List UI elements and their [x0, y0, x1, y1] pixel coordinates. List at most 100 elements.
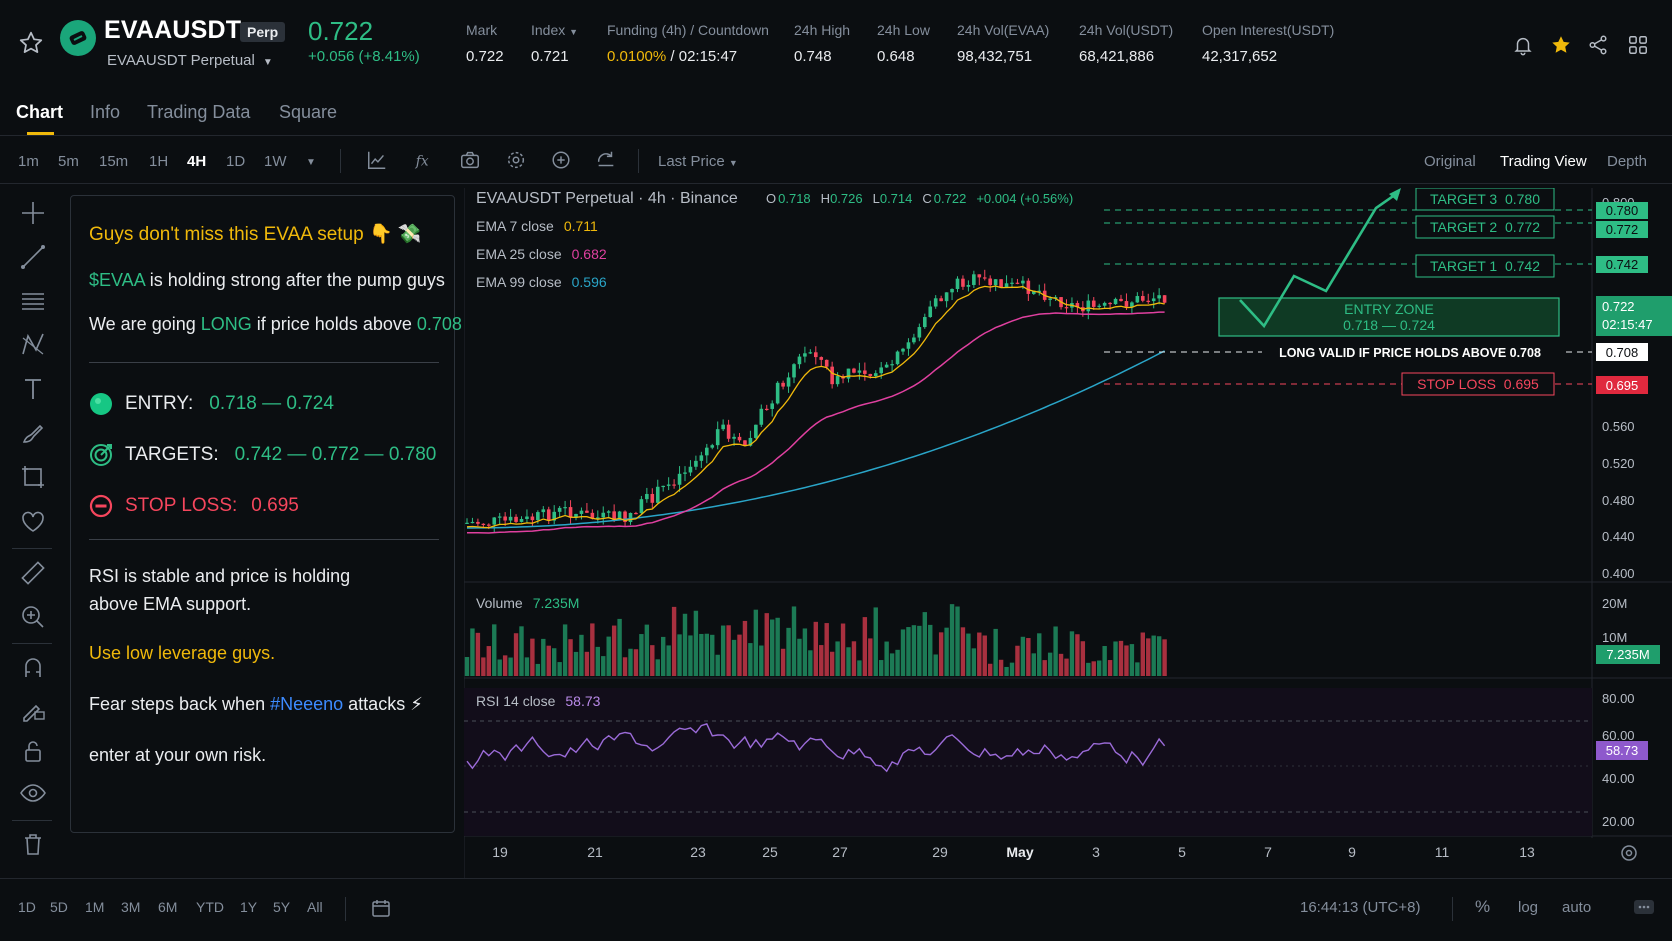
volume-bar [481, 657, 486, 676]
star-outline-icon[interactable] [18, 30, 44, 56]
clock-timezone[interactable]: 16:44:13 (UTC+8) [1300, 899, 1421, 916]
alert-icon[interactable] [550, 149, 572, 171]
crosshair-icon[interactable] [18, 198, 48, 228]
stat-index[interactable]: Index ▼ 0.721 [531, 22, 578, 65]
tab-info[interactable]: Info [90, 102, 121, 122]
eye-icon[interactable] [18, 778, 48, 808]
volume-bar [1124, 645, 1129, 676]
candle-body [852, 368, 856, 373]
candle-body [819, 357, 824, 360]
camera-icon[interactable] [459, 149, 481, 171]
range-1d[interactable]: 1D [18, 899, 36, 915]
range-3m[interactable]: 3M [121, 899, 141, 915]
star-filled-icon[interactable] [1550, 34, 1572, 56]
unlock-icon[interactable] [18, 736, 48, 766]
symbol-name[interactable]: EVAAUSDT [104, 16, 242, 44]
percent-scale-toggle[interactable]: % [1475, 897, 1491, 916]
symbol-subtitle[interactable]: EVAAUSDT Perpetual ▼ [107, 52, 273, 69]
bell-icon[interactable] [1512, 34, 1534, 56]
text-icon[interactable] [18, 374, 48, 404]
volume-bar [857, 660, 862, 676]
grid-icon[interactable] [1627, 34, 1649, 56]
volume-bar [1031, 653, 1036, 676]
long-valid-price-tag [1596, 343, 1648, 361]
trash-icon[interactable] [18, 829, 48, 859]
view-depth[interactable]: Depth [1607, 153, 1648, 170]
candle-body [557, 507, 562, 512]
price-chart[interactable]: ENTRY ZONE 0.718 — 0.724 TARGET 3 0.780 … [464, 188, 1672, 878]
time-axis-tick: 21 [587, 844, 603, 860]
timeframe-more-caret-icon[interactable]: ▼ [306, 157, 316, 168]
horizontal-lines-icon[interactable] [18, 286, 48, 316]
timeframe-1w[interactable]: 1W [264, 153, 287, 170]
stop-loss-label: STOP LOSS: [125, 495, 238, 516]
stat-label: Index ▼ [531, 22, 578, 38]
view-trading-view[interactable]: Trading View [1500, 153, 1587, 170]
range-5d[interactable]: 5D [50, 899, 68, 915]
candle-body [1135, 296, 1140, 303]
volume-bar [677, 634, 682, 676]
volume-bar [1047, 652, 1053, 676]
target-2-price-tag-text: 0.772 [1606, 222, 1639, 237]
candle-body [982, 277, 987, 279]
calendar-icon[interactable] [370, 897, 392, 919]
pattern-icon[interactable] [18, 330, 48, 360]
entry-zone-range: 0.718 — 0.724 [1343, 317, 1435, 333]
candle-body [792, 364, 796, 378]
log-scale-toggle[interactable]: log [1518, 899, 1539, 916]
price-source-select[interactable]: Last Price ▼ [658, 153, 738, 170]
candle-body [579, 510, 584, 514]
settings-icon[interactable] [505, 149, 527, 171]
candle-series [465, 269, 1167, 533]
range-5y[interactable]: 5Y [273, 899, 291, 915]
range-ytd[interactable]: YTD [196, 899, 224, 915]
volume-bar [775, 617, 780, 676]
candle-body [470, 521, 475, 524]
range-6m[interactable]: 6M [158, 899, 178, 915]
entry-label: ENTRY: [125, 393, 194, 414]
volume-bar [944, 627, 949, 676]
zoom-in-icon[interactable] [18, 602, 48, 632]
tab-square[interactable]: Square [279, 102, 338, 122]
timeframe-4h[interactable]: 4H [187, 153, 207, 170]
share-icon[interactable] [1587, 34, 1609, 56]
ruler-icon[interactable] [18, 558, 48, 588]
view-original[interactable]: Original [1424, 153, 1476, 170]
magnet-icon[interactable] [18, 652, 48, 682]
brush-icon[interactable] [18, 418, 48, 448]
volume-legend: Volume 7.235M [476, 595, 579, 611]
auto-scale-toggle[interactable]: auto [1562, 899, 1592, 916]
axis-settings-icon[interactable] [1621, 845, 1637, 861]
range-1y[interactable]: 1Y [240, 899, 258, 915]
chart-canvas[interactable]: ENTRY ZONE 0.718 — 0.724 TARGET 3 0.780 … [464, 188, 1672, 878]
range-1m[interactable]: 1M [85, 899, 105, 915]
candle-body [732, 436, 736, 439]
stat-mark: Mark 0.722 [466, 22, 504, 65]
volume-bar [780, 648, 786, 676]
volume-bar [1015, 645, 1020, 676]
tab-chart[interactable]: Chart [16, 102, 64, 122]
timeframe-1h[interactable]: 1H [149, 153, 169, 170]
timeframe-1d[interactable]: 1D [226, 153, 246, 170]
hashtag-evaa-link[interactable]: $EVAA [89, 270, 145, 290]
timeframe-15m[interactable]: 15m [99, 153, 129, 170]
range-all[interactable]: All [307, 899, 323, 915]
long-keyword: LONG [200, 314, 252, 334]
tab-trading-data[interactable]: Trading Data [147, 102, 251, 122]
trend-line-icon[interactable] [18, 242, 48, 272]
fx-icon[interactable]: fx [413, 149, 435, 171]
replay-icon[interactable] [595, 149, 617, 171]
hashtag-neeeno-link[interactable]: #Neeeno [270, 694, 344, 714]
chat-icon[interactable] [1632, 897, 1656, 919]
indicators-icon[interactable] [366, 149, 388, 171]
timeframe-5m[interactable]: 5m [58, 153, 79, 170]
timeframe-1m[interactable]: 1m [18, 153, 39, 170]
lock-drawing-icon[interactable] [18, 694, 48, 724]
measure-box-icon[interactable] [18, 462, 48, 492]
stat-label: 24h Vol(EVAA) [957, 22, 1050, 38]
volume-bar [541, 638, 546, 676]
candle-body [639, 499, 644, 514]
heart-icon[interactable] [18, 506, 48, 536]
candle-body [503, 516, 507, 521]
volume-bar [1156, 636, 1162, 676]
